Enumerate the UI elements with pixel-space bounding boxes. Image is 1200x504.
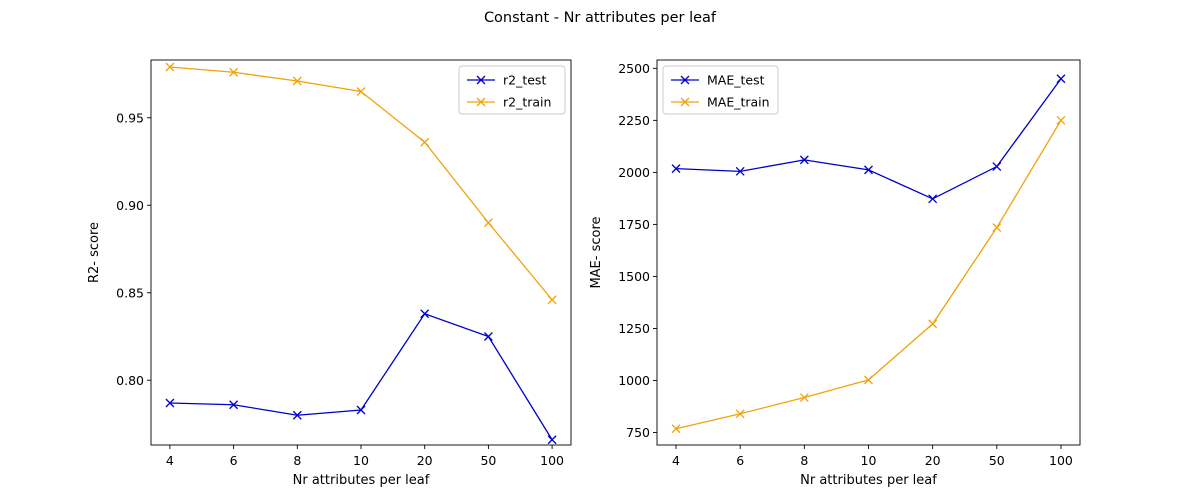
- x-tick-label: 100: [1049, 453, 1073, 468]
- data-point-MAE_train: [928, 319, 938, 329]
- figure-title: Constant - Nr attributes per leaf: [484, 10, 717, 26]
- x-axis-label: Nr attributes per leaf: [293, 473, 430, 488]
- x-tick-label: 50: [480, 453, 496, 468]
- y-tick-label: 0.80: [116, 373, 144, 388]
- data-point-r2_test: [547, 435, 557, 445]
- data-point-r2_train: [292, 76, 302, 86]
- data-point-MAE_test: [735, 166, 745, 176]
- legend-label: MAE_train: [707, 95, 770, 110]
- y-tick-label: 0.85: [116, 285, 144, 300]
- data-point-MAE_train: [671, 424, 681, 434]
- legend-marker: [680, 75, 690, 85]
- y-tick-label: 0.95: [116, 110, 144, 125]
- x-tick-label: 8: [293, 453, 301, 468]
- legend-marker: [680, 97, 690, 107]
- x-tick-label: 6: [736, 453, 744, 468]
- y-tick-label: 1500: [618, 269, 650, 284]
- y-tick-label: 2250: [618, 113, 650, 128]
- y-tick-label: 1750: [618, 217, 650, 232]
- x-tick-label: 10: [861, 453, 877, 468]
- data-point-r2_train: [356, 87, 366, 96]
- chart-panel-2: 4 6 8 10 20 50 100 750 1000 1250 1500 1750 2000 2250 2…: [589, 59, 1081, 488]
- series-line-MAE_train: [675, 120, 1062, 430]
- x-tick-label: 4: [672, 453, 680, 468]
- chart-panel-1: 4 6 8 10 20 50 100 0.80 0.85 0.90 0.95 Nr attribute…: [87, 59, 572, 488]
- x-axis-label: Nr attributes per leaf: [800, 473, 937, 488]
- legend-marker: [476, 75, 486, 85]
- data-point-r2_test: [356, 405, 366, 415]
- plot-frame: [150, 59, 572, 446]
- x-tick-label: 20: [925, 453, 941, 468]
- data-point-r2_train: [229, 67, 239, 77]
- y-tick-label: 2000: [618, 165, 650, 180]
- data-point-r2_train: [420, 137, 430, 147]
- x-tick-label: 10: [353, 453, 369, 468]
- y-tick-label: 1250: [618, 321, 650, 336]
- series-line-r2_test: [169, 312, 553, 441]
- legend-marker: [476, 97, 486, 107]
- data-point-MAE_test: [992, 162, 1002, 172]
- data-point-MAE_test: [799, 155, 809, 165]
- data-point-MAE_test: [671, 164, 681, 174]
- x-tick-label: 8: [800, 453, 808, 468]
- data-point-r2_test: [165, 398, 175, 408]
- legend: r2_test r2_train: [458, 65, 566, 115]
- x-tick-label: 50: [989, 453, 1005, 468]
- legend-label: r2_test: [503, 73, 546, 88]
- x-tick-label: 6: [230, 453, 238, 468]
- data-point-MAE_train: [1056, 115, 1066, 125]
- x-tick-label: 4: [166, 453, 174, 468]
- data-point-MAE_test: [928, 194, 938, 204]
- data-point-r2_test: [420, 309, 430, 319]
- data-point-MAE_test: [1056, 74, 1066, 84]
- data-point-MAE_train: [735, 409, 745, 419]
- data-point-r2_test: [292, 410, 302, 420]
- y-tick-label: 750: [626, 425, 650, 440]
- y-tick-label: 0.90: [116, 198, 144, 213]
- x-tick-label: 20: [417, 453, 433, 468]
- data-point-MAE_train: [799, 393, 809, 403]
- y-tick-label: 1000: [618, 373, 650, 388]
- data-point-MAE_train: [864, 375, 873, 385]
- legend-label: MAE_test: [707, 73, 765, 88]
- legend: MAE_test MAE_train: [662, 65, 779, 115]
- data-point-r2_train: [483, 218, 493, 228]
- legend-label: r2_train: [503, 95, 551, 110]
- data-point-MAE_test: [864, 165, 873, 175]
- plot-frame: [656, 59, 1081, 446]
- y-axis-label: MAE- score: [589, 216, 604, 288]
- data-point-r2_train: [547, 295, 557, 305]
- data-point-MAE_train: [992, 223, 1002, 232]
- data-point-r2_test: [483, 332, 493, 341]
- x-tick-label: 100: [540, 453, 564, 468]
- data-point-r2_train: [165, 62, 175, 72]
- y-axis-label: R2- score: [87, 222, 102, 283]
- data-point-r2_test: [229, 400, 239, 410]
- y-tick-label: 2500: [618, 61, 650, 76]
